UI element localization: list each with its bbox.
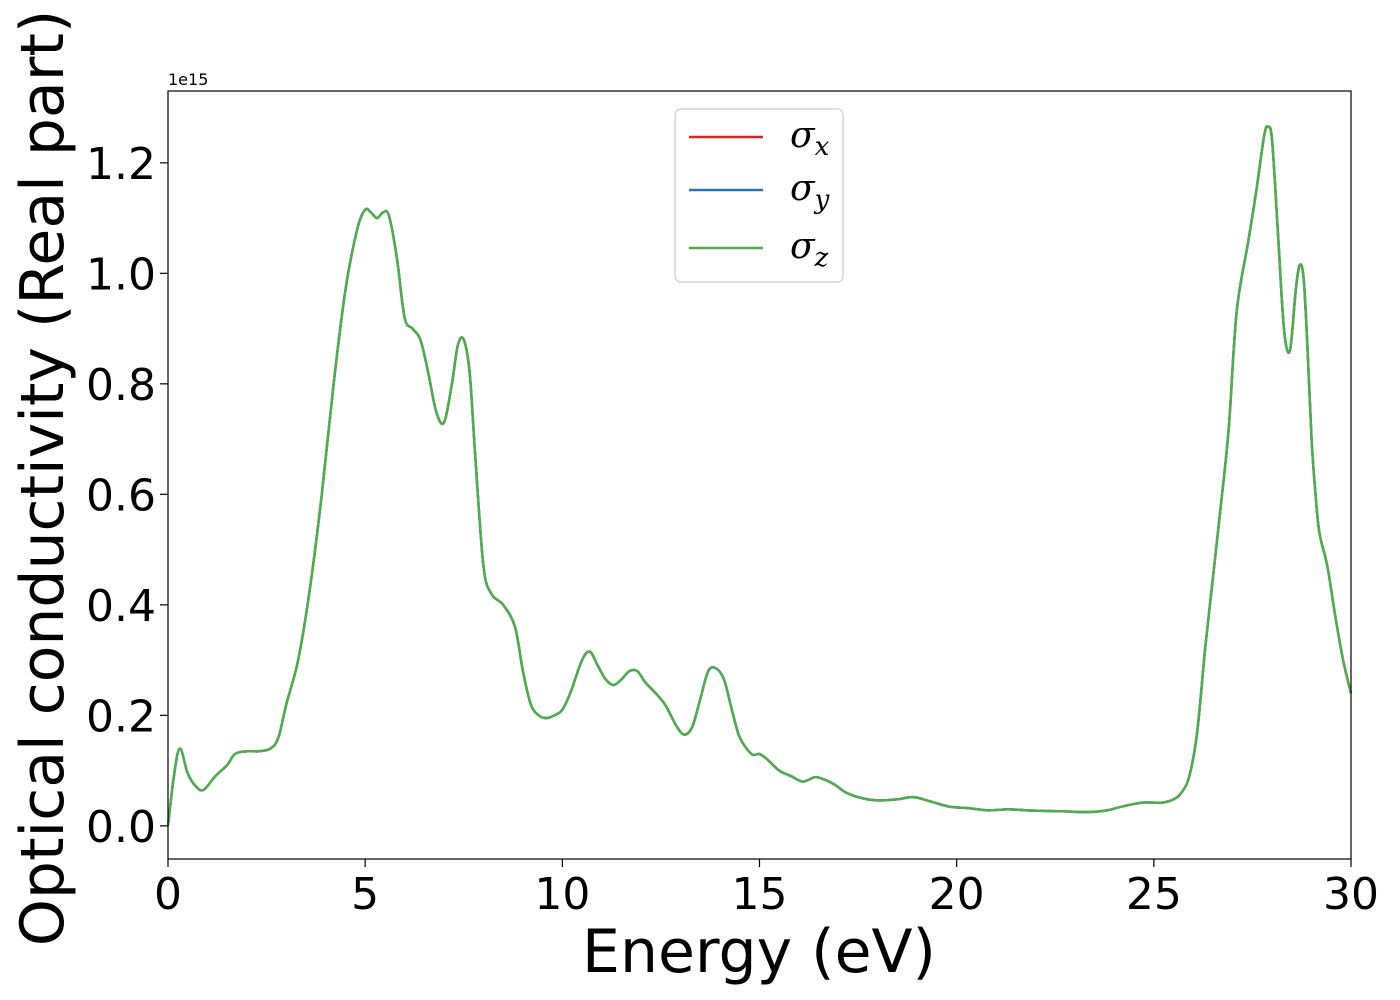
x-tick-label: 30 xyxy=(1323,869,1379,920)
x-axis-ticks: 0 5 10 15 20 25 30 xyxy=(154,859,1379,920)
y-tick-label: 1.0 xyxy=(86,249,156,300)
x-tick-label: 5 xyxy=(351,869,379,920)
legend-box xyxy=(674,108,844,283)
x-tick-label: 10 xyxy=(534,869,590,920)
x-tick-label: 20 xyxy=(929,869,985,920)
y-tick-label: 0.2 xyxy=(86,691,156,742)
x-tick-label: 25 xyxy=(1126,869,1182,920)
y-tick-label: 1.2 xyxy=(86,139,156,190)
y-axis-title: Optical conductivity (Real part) xyxy=(8,10,78,947)
x-axis-title: Energy (eV) xyxy=(582,917,936,987)
legend: σx σy σz xyxy=(674,108,844,283)
plot-frame xyxy=(167,90,1352,860)
series-lines xyxy=(166,125,1353,826)
y-axis-ticks: 0.0 0.2 0.4 0.6 0.8 1.0 1.2 xyxy=(86,139,168,853)
y-tick-label: 0.8 xyxy=(86,360,156,411)
x-tick-label: 0 xyxy=(154,869,182,920)
y-tick-label: 0.6 xyxy=(86,470,156,521)
y-tick-label: 0.0 xyxy=(86,802,156,853)
x-tick-label: 15 xyxy=(732,869,788,920)
series-line-z xyxy=(166,125,1353,826)
legend-label-z: σz xyxy=(790,226,829,273)
legend-label-y: σy xyxy=(790,168,830,215)
y-offset-label: 1e15 xyxy=(168,70,208,89)
legend-label-x: σx xyxy=(790,115,830,162)
y-tick-label: 0.4 xyxy=(86,581,156,632)
